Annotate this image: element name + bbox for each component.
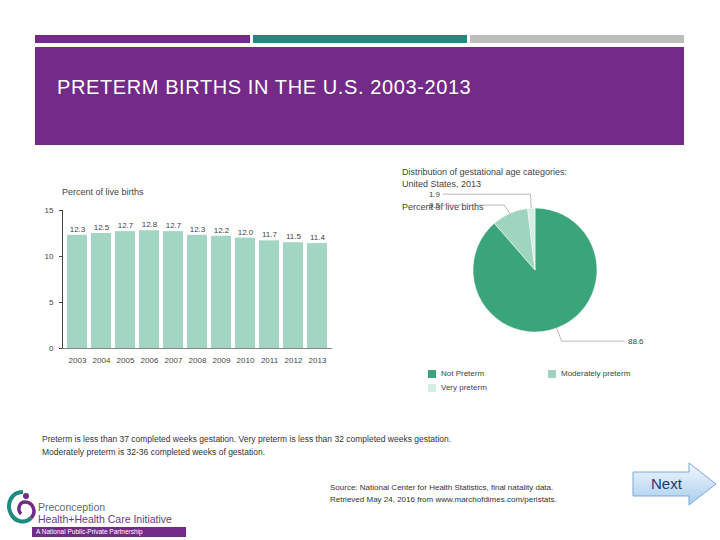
svg-text:12.7: 12.7 <box>118 221 134 230</box>
svg-text:12.2: 12.2 <box>214 226 230 235</box>
svg-text:12.8: 12.8 <box>142 220 158 229</box>
svg-text:2011: 2011 <box>261 356 279 365</box>
svg-text:1.9: 1.9 <box>429 190 441 199</box>
svg-text:12.7: 12.7 <box>166 221 182 230</box>
svg-text:11.7: 11.7 <box>262 230 278 239</box>
svg-text:2009: 2009 <box>213 356 231 365</box>
svg-text:0: 0 <box>49 344 54 353</box>
svg-text:2013: 2013 <box>309 356 327 365</box>
svg-text:12.0: 12.0 <box>238 228 254 237</box>
svg-text:2008: 2008 <box>189 356 207 365</box>
svg-text:2010: 2010 <box>237 356 255 365</box>
svg-text:11.5: 11.5 <box>286 232 302 241</box>
svg-text:2003: 2003 <box>69 356 87 365</box>
svg-text:2012: 2012 <box>285 356 303 365</box>
svg-text:5: 5 <box>49 298 54 307</box>
svg-text:10: 10 <box>45 252 54 261</box>
svg-text:9.5: 9.5 <box>429 201 441 210</box>
svg-text:15: 15 <box>45 206 54 215</box>
svg-text:11.4: 11.4 <box>310 233 326 242</box>
svg-text:88.6: 88.6 <box>628 337 644 346</box>
svg-text:2007: 2007 <box>165 356 183 365</box>
svg-text:12.5: 12.5 <box>94 223 110 232</box>
svg-text:12.3: 12.3 <box>190 225 206 234</box>
svg-text:2005: 2005 <box>117 356 135 365</box>
svg-text:12.3: 12.3 <box>70 225 86 234</box>
svg-text:2006: 2006 <box>141 356 159 365</box>
svg-text:Next: Next <box>651 475 683 492</box>
svg-text:2004: 2004 <box>93 356 111 365</box>
